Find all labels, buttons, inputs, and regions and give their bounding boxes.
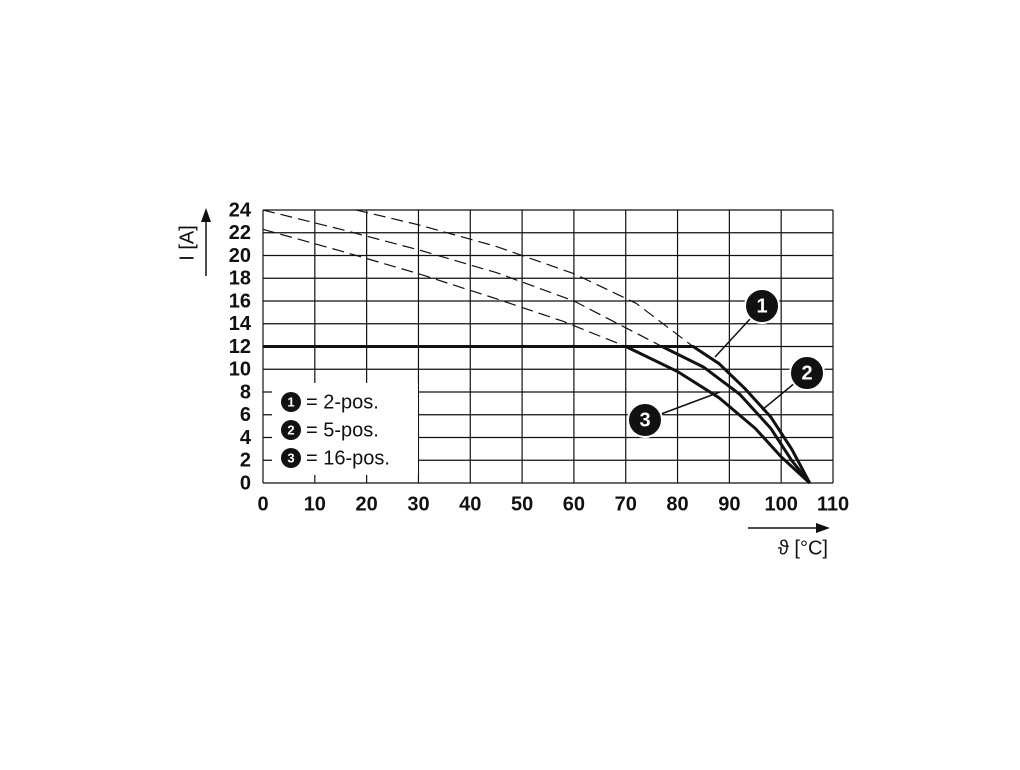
dashed-line — [356, 209, 694, 347]
x-axis-arrowhead — [816, 523, 830, 533]
legend-marker — [281, 448, 301, 468]
legend-marker — [281, 392, 301, 412]
y-tick-label: 14 — [229, 313, 252, 335]
y-tick-label: 8 — [240, 381, 251, 403]
y-tick-label: 10 — [229, 359, 251, 381]
y-tick-label: 20 — [229, 245, 251, 267]
y-tick-label: 4 — [240, 427, 252, 449]
legend: 1 = 2-pos. 2 = 5-pos. 3 = 16-pos. — [272, 383, 418, 475]
dashed-line — [262, 228, 626, 348]
callout-circle — [789, 355, 825, 391]
x-tick-label: 20 — [356, 493, 378, 515]
y-tick-label: 6 — [240, 404, 251, 426]
callout-label: 2 — [801, 362, 812, 384]
y-tick-label: 2 — [240, 450, 251, 472]
legend-marker-label: 2 — [287, 422, 294, 437]
legend-label: = 5-pos. — [306, 419, 379, 441]
callout-label: 1 — [756, 295, 767, 317]
x-tick-label: 90 — [718, 493, 740, 515]
callout-circle — [627, 402, 663, 438]
legend-label: = 2-pos. — [306, 391, 379, 413]
x-tick-label: 100 — [764, 493, 797, 515]
y-axis-label: I [A] — [176, 225, 198, 261]
y-tick-label: 18 — [229, 268, 251, 290]
y-tick-label: 24 — [229, 199, 252, 221]
x-tick-label: 80 — [666, 493, 688, 515]
y-axis-arrowhead — [201, 208, 211, 222]
callout-label: 3 — [639, 409, 650, 431]
x-tick-label: 0 — [257, 493, 268, 515]
x-tick-label: 70 — [615, 493, 637, 515]
x-tick-label: 40 — [459, 493, 481, 515]
x-tick-label: 50 — [511, 493, 533, 515]
x-tick-label: 30 — [407, 493, 429, 515]
x-tick-label: 60 — [563, 493, 585, 515]
y-tick-label: 0 — [240, 472, 251, 494]
x-axis-label: ϑ [°C] — [778, 537, 828, 559]
legend-label: = 16-pos. — [306, 447, 390, 469]
legend-marker-label: 3 — [287, 450, 294, 465]
callout-circle — [744, 288, 780, 324]
x-tick-label: 10 — [304, 493, 326, 515]
legend-marker — [281, 420, 301, 440]
y-tick-label: 16 — [229, 290, 251, 312]
legend-marker-label: 1 — [287, 394, 294, 409]
line — [263, 345, 812, 484]
y-tick-label: 12 — [229, 336, 251, 358]
dashed-line — [262, 209, 663, 348]
y-tick-label: 22 — [229, 222, 251, 244]
x-tick-label: 110 — [817, 493, 849, 515]
